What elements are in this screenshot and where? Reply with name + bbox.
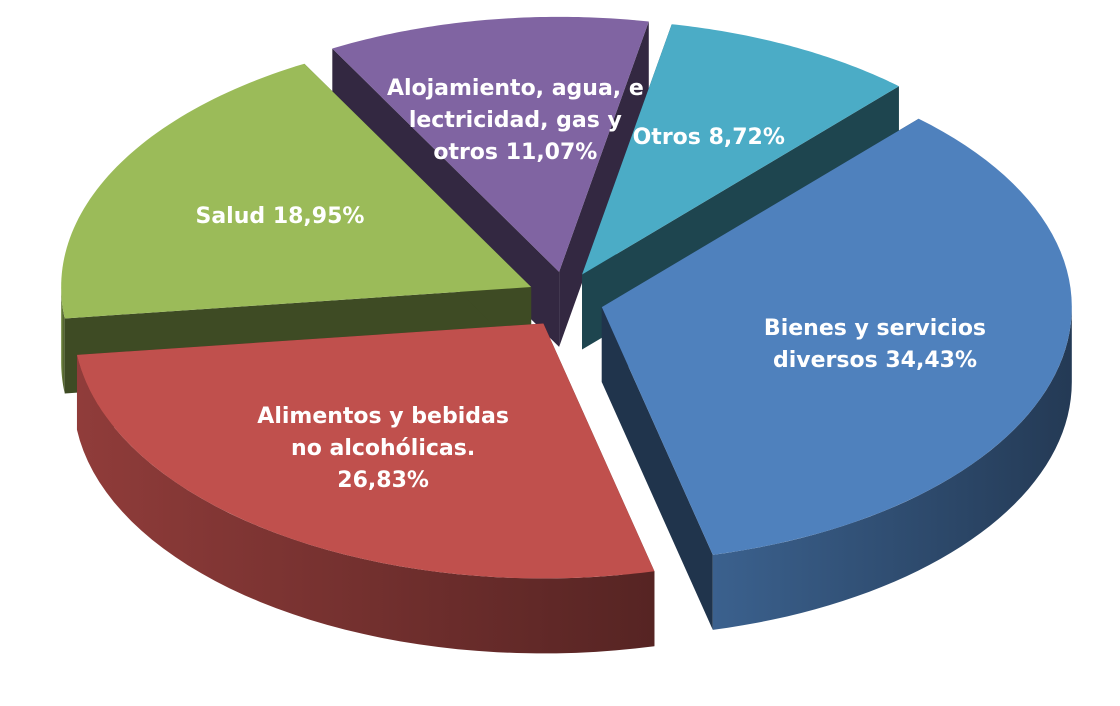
category-label: Salud: [195, 204, 266, 230]
data-label: Alimentos y bebidas no alcohólicas. 26,8…: [248, 401, 518, 497]
pie-slice: [76, 323, 655, 579]
pie-slice: [61, 63, 532, 319]
data-label: Alojamiento, agua, e lectricidad, gas y …: [380, 73, 650, 169]
data-label: Bienes y servicios diversos 34,43%: [740, 313, 1010, 377]
category-label: Otros: [632, 124, 701, 150]
slice: [76, 323, 655, 654]
category-label: Alojamiento, agua, e lectricidad, gas y …: [386, 75, 644, 165]
value-label: 26,83%: [337, 468, 429, 494]
pie-slice: [601, 118, 1072, 555]
value-label: 18,95%: [272, 204, 365, 230]
pie-slice: [582, 24, 899, 275]
pie-slice: [332, 16, 649, 272]
slice-cut-wall: [601, 307, 713, 630]
slice-outer-wall: [76, 354, 655, 654]
value-label: 11,07%: [505, 139, 598, 165]
value-label: 8,72%: [708, 124, 785, 150]
category-label: Alimentos y bebidas no alcohólicas.: [257, 404, 509, 462]
slice-outer-wall: [61, 287, 65, 394]
data-label: Salud 18,95%: [145, 201, 415, 233]
category-label: Bienes y servicios diversos: [763, 316, 987, 374]
slice-cut-wall: [559, 21, 649, 347]
value-label: 34,43%: [885, 348, 977, 374]
slice: [601, 118, 1072, 630]
data-label: Otros 8,72%: [574, 122, 844, 154]
slice-outer-wall: [712, 307, 1072, 630]
